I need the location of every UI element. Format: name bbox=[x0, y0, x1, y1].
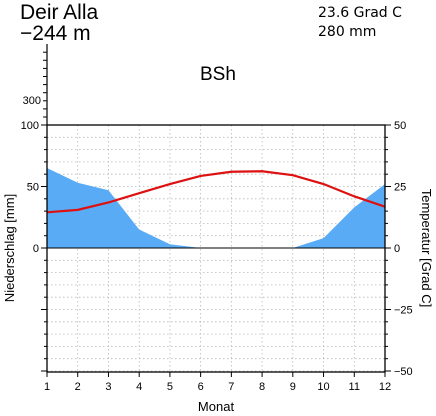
right-tick-label: 0 bbox=[394, 243, 400, 255]
x-tick-label: 8 bbox=[259, 381, 265, 393]
x-tick-label: 3 bbox=[105, 381, 111, 393]
x-tick-label: 11 bbox=[349, 381, 360, 393]
precipitation-area bbox=[47, 168, 385, 248]
right-axis-title: Temperatur [Grad C] bbox=[419, 189, 434, 308]
left-axis-ticks: 0 50 100 bbox=[21, 120, 47, 372]
left-tick-label: 0 bbox=[33, 243, 39, 255]
x-tick-label: 1 bbox=[44, 381, 50, 393]
x-axis-title: Monat bbox=[198, 399, 235, 414]
station-elevation: −244 m bbox=[20, 22, 91, 45]
temperature-line bbox=[46, 170, 386, 214]
upper-precip-ticks: 300 bbox=[23, 51, 47, 118]
x-tick-label: 5 bbox=[167, 381, 173, 393]
x-tick-label: 9 bbox=[290, 381, 296, 393]
x-tick-label: 12 bbox=[379, 381, 391, 393]
right-axis-ticks: −50 −25 0 25 50 bbox=[385, 120, 413, 378]
right-tick-label: 50 bbox=[394, 120, 406, 132]
x-tick-label: 4 bbox=[136, 381, 142, 393]
annual-precipitation: 280 mm bbox=[318, 24, 376, 40]
left-tick-label: 100 bbox=[21, 120, 39, 132]
x-tick-label: 10 bbox=[317, 381, 329, 393]
right-tick-label: −25 bbox=[394, 305, 413, 317]
left-axis-title: Niederschlag [mm] bbox=[2, 194, 17, 302]
right-tick-label: −50 bbox=[394, 366, 413, 378]
right-tick-label: 25 bbox=[394, 182, 406, 194]
x-tick-label: 7 bbox=[228, 381, 234, 393]
x-axis-ticks: 1 2 3 4 5 6 7 8 9 10 11 12 bbox=[44, 372, 391, 393]
left-tick-label: 50 bbox=[27, 182, 39, 194]
upper-tick-label: 300 bbox=[23, 95, 41, 107]
climate-classification: BSh bbox=[200, 64, 236, 85]
station-name: Deir Alla bbox=[20, 1, 99, 24]
x-tick-label: 2 bbox=[75, 381, 81, 393]
mean-temperature: 23.6 Grad C bbox=[318, 5, 402, 21]
x-tick-label: 6 bbox=[198, 381, 204, 393]
